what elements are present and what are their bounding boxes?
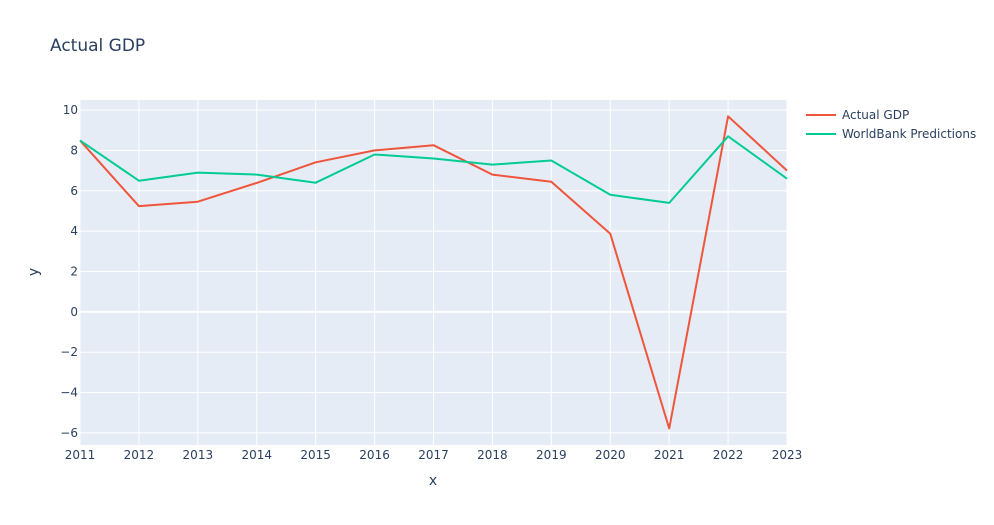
x-tick-label: 2015 (300, 448, 331, 462)
grid-lines (79, 100, 788, 445)
y-tick-label: 2 (70, 264, 78, 278)
y-tick-label: 0 (70, 305, 78, 319)
x-axis-title: x (429, 473, 437, 489)
legend-item[interactable]: WorldBank Predictions (806, 127, 976, 141)
x-tick-label: 2020 (595, 448, 626, 462)
y-tick-label: −6 (60, 426, 78, 440)
x-tick-labels: 2011 2012 2013 2014 2015 2016 2017 2018 2019 2020… (65, 448, 803, 462)
chart-title: Actual GDP (50, 36, 145, 56)
x-tick-label: 2014 (241, 448, 272, 462)
y-tick-label: 8 (70, 143, 78, 157)
x-tick-label: 2018 (477, 448, 508, 462)
legend[interactable]: Actual GDP WorldBank Predictions (806, 108, 976, 141)
y-tick-label: 6 (70, 184, 78, 198)
legend-item[interactable]: Actual GDP (806, 108, 909, 122)
y-tick-label: 10 (63, 103, 78, 117)
x-tick-label: 2019 (536, 448, 567, 462)
series-line-actual-gdp (79, 115, 788, 430)
x-tick-label: 2022 (713, 448, 744, 462)
x-tick-label: 2012 (124, 448, 155, 462)
y-tick-label: −4 (60, 386, 78, 400)
legend-label: WorldBank Predictions (842, 127, 976, 141)
y-tick-label: −2 (60, 345, 78, 359)
series-lines (79, 115, 788, 430)
y-tick-labels: 10 8 6 4 2 0 −2 −4 −6 (60, 103, 78, 440)
x-tick-label: 2013 (183, 448, 214, 462)
x-tick-label: 2021 (654, 448, 685, 462)
x-tick-label: 2011 (65, 448, 96, 462)
x-tick-label: 2017 (418, 448, 449, 462)
x-tick-label: 2023 (772, 448, 803, 462)
y-tick-label: 4 (70, 224, 78, 238)
series-line-worldbank-predictions (79, 135, 788, 204)
legend-label: Actual GDP (842, 108, 909, 122)
x-tick-label: 2016 (359, 448, 390, 462)
y-axis-title: y (26, 268, 42, 276)
